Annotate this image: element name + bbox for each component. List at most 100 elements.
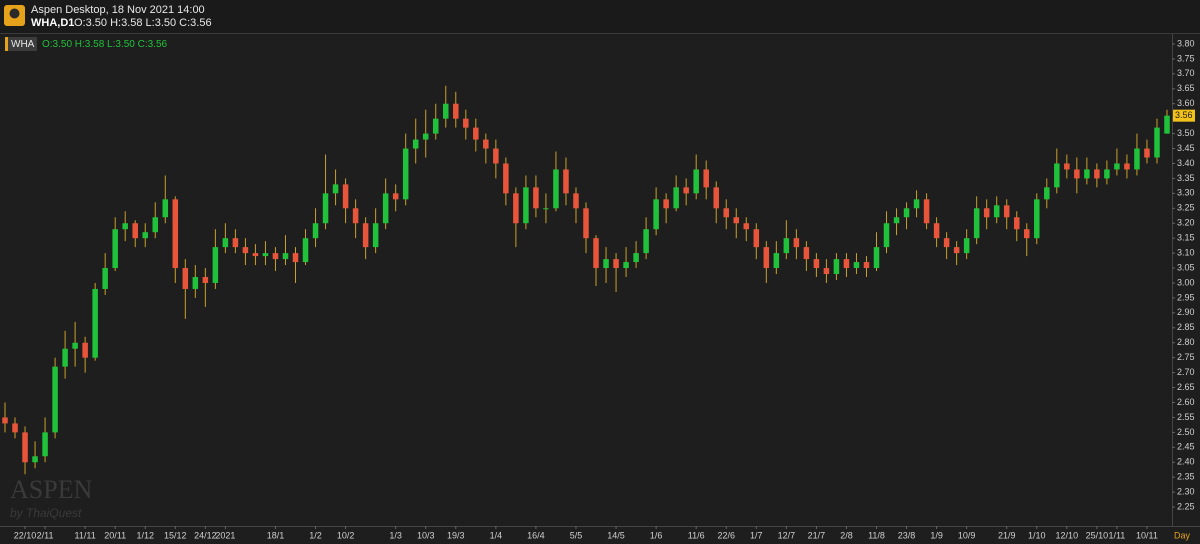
y-tick-label: 3.40 xyxy=(1177,158,1195,168)
candle-body xyxy=(1084,169,1090,179)
candle-body xyxy=(322,193,329,224)
candle-body xyxy=(142,232,148,239)
legend-ohlc: O:3.50 H:3.58 L:3.50 C:3.56 xyxy=(42,39,168,50)
x-tick-label: 1/10 xyxy=(1028,530,1046,540)
watermark-by: by ThaiQuest xyxy=(10,506,82,520)
candle-body xyxy=(983,208,990,218)
candle-body xyxy=(192,277,199,289)
y-tick-label: 3.05 xyxy=(1177,262,1195,272)
candle-body xyxy=(733,217,740,224)
candle-body xyxy=(463,118,469,128)
candle-body xyxy=(913,199,920,209)
candle-body xyxy=(973,208,980,239)
y-tick-label: 2.80 xyxy=(1177,337,1195,347)
candle-body xyxy=(1034,199,1040,239)
x-tick-label: 10/9 xyxy=(958,530,976,540)
x-tick-label: 21/7 xyxy=(808,530,826,540)
candle-body xyxy=(372,223,379,248)
candle-body xyxy=(853,262,860,269)
candle-body xyxy=(503,163,509,194)
y-tick-label: 2.85 xyxy=(1177,322,1195,332)
candle-body xyxy=(112,229,118,269)
y-tick-label: 3.75 xyxy=(1177,53,1195,63)
candle-body xyxy=(172,199,179,269)
candle-body xyxy=(743,223,750,230)
candle-body xyxy=(533,187,539,209)
timeframe-label[interactable]: Day xyxy=(1174,530,1191,540)
candle-body xyxy=(2,417,8,424)
x-tick-label: 15/12 xyxy=(164,530,187,540)
candle-body xyxy=(82,342,88,358)
candle-body xyxy=(453,103,459,119)
x-tick-label: 18/1 xyxy=(267,530,285,540)
candle-body xyxy=(473,127,479,140)
candle-body xyxy=(523,187,529,224)
candle-body xyxy=(52,366,58,433)
candle-body xyxy=(282,253,289,260)
y-tick-label: 3.50 xyxy=(1177,128,1195,138)
candle-body xyxy=(232,238,239,248)
candle-body xyxy=(102,268,108,289)
candle-body xyxy=(302,238,309,263)
candle-body xyxy=(663,199,669,209)
candle-body xyxy=(1064,163,1070,170)
y-tick-label: 3.80 xyxy=(1177,38,1195,48)
x-tick-label: 20/11 xyxy=(104,530,126,540)
candle-body xyxy=(432,118,439,134)
candle-body xyxy=(292,253,299,263)
x-tick-label: 12/7 xyxy=(778,530,796,540)
y-tick-label: 3.10 xyxy=(1177,247,1195,257)
x-tick-label: 16/4 xyxy=(527,530,545,540)
candle-body xyxy=(653,199,659,230)
header-bar xyxy=(0,0,1200,33)
candle-body xyxy=(553,169,559,209)
candle-body xyxy=(573,193,579,209)
legend-marker xyxy=(5,37,8,51)
candle-body xyxy=(543,208,549,210)
y-tick-label: 3.60 xyxy=(1177,98,1195,108)
y-tick-label: 2.70 xyxy=(1177,367,1195,377)
y-tick-label: 2.25 xyxy=(1177,501,1195,511)
candle-body xyxy=(42,432,48,457)
x-tick-label: 1/11 xyxy=(1108,530,1125,540)
y-tick-label: 2.95 xyxy=(1177,292,1195,302)
last-price-box xyxy=(1173,109,1195,122)
candle-body xyxy=(412,139,419,149)
candle-body xyxy=(352,208,359,224)
candle-body xyxy=(312,223,319,239)
candle-body xyxy=(483,139,489,149)
last-price-label: 3.56 xyxy=(1175,110,1193,120)
x-tick-label: 10/11 xyxy=(1136,530,1158,540)
candle-body xyxy=(623,262,629,269)
candle-body xyxy=(753,229,760,248)
y-tick-label: 2.40 xyxy=(1177,457,1195,467)
candle-body xyxy=(262,253,269,257)
x-tick-label: 12/10 xyxy=(1056,530,1079,540)
watermark-brand: ASPEN xyxy=(10,475,93,504)
candle-body xyxy=(422,133,429,140)
candle-body xyxy=(693,169,699,194)
x-tick-label: 1/2 xyxy=(309,530,322,540)
y-tick-label: 3.35 xyxy=(1177,173,1195,183)
candle-body xyxy=(643,229,649,254)
candle-body xyxy=(222,238,229,248)
candle-body xyxy=(773,253,780,269)
y-tick-label: 2.60 xyxy=(1177,397,1195,407)
app-icon-mark xyxy=(9,8,20,19)
candle-body xyxy=(132,223,138,239)
candle-body xyxy=(22,432,28,463)
y-tick-label: 3.65 xyxy=(1177,83,1195,93)
y-tick-label: 3.45 xyxy=(1177,143,1195,153)
candle-body xyxy=(12,423,18,433)
x-tick-label: 2/11 xyxy=(37,530,54,540)
x-tick-label: 25/10 xyxy=(1086,530,1109,540)
candle-body xyxy=(242,247,249,254)
candle-body xyxy=(793,238,800,248)
y-tick-label: 2.75 xyxy=(1177,352,1195,362)
candle-body xyxy=(583,208,589,239)
candle-body xyxy=(933,223,940,239)
y-tick-label: 2.55 xyxy=(1177,412,1195,422)
candle-body xyxy=(1104,169,1110,179)
